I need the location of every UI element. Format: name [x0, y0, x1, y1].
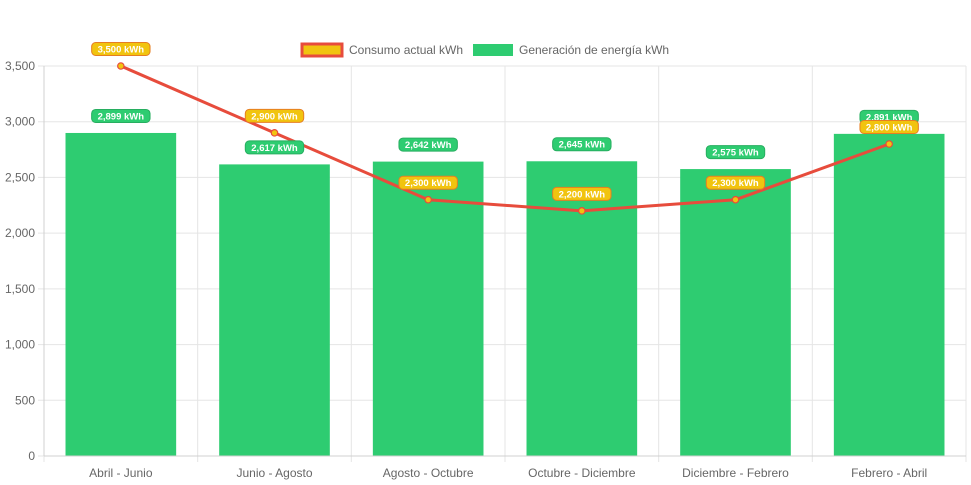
line-data-label-bg: [244, 108, 305, 123]
legend-swatch-generation: [473, 44, 513, 56]
bar: [833, 133, 945, 457]
bar: [219, 164, 330, 457]
x-tick-label: Junio - Agosto: [236, 466, 312, 480]
bar-data-label-bg: [244, 140, 305, 155]
line-data-label: 3,500 kWh: [98, 44, 145, 55]
bar: [680, 169, 791, 457]
bar-data-label: 2,575 kWh: [712, 147, 759, 158]
data-labels: 2,899 kWh 2,617 kWh 2,642 kWh 2,645 kWh 2,57…: [91, 42, 919, 201]
bar-data-label: 2,891 kWh: [866, 112, 913, 123]
y-tick-label: 1,000: [5, 338, 35, 352]
line-data-label: 2,900 kWh: [251, 111, 298, 122]
line-data-label: 2,800 kWh: [866, 122, 913, 133]
y-tick-label: 2,500: [5, 170, 35, 184]
line-point: [424, 195, 432, 204]
bar-data-label-bg: [91, 108, 151, 123]
legend-label-consumption: Consumo actual kWh: [349, 43, 463, 57]
y-tick-label: 1,500: [5, 282, 35, 296]
y-tick-label: 0: [28, 449, 35, 463]
line-point: [270, 129, 279, 137]
line-data-label-bg: [91, 42, 151, 56]
y-axis: 0 500 1,000 1,500 2,000 2,500 3,000 3,500: [5, 59, 45, 463]
y-tick-label: 3,000: [5, 115, 35, 129]
x-tick-label: Abril - Junio: [89, 466, 153, 480]
legend-label-generation: Generación de energía kWh: [519, 43, 669, 57]
x-tick-label: Agosto - Octubre: [383, 466, 474, 480]
legend: Consumo actual kWh Generación de energía …: [300, 42, 669, 58]
line-point: [578, 207, 586, 215]
bar-data-label-bg: [552, 137, 612, 152]
bar-series-generation: [65, 132, 945, 457]
line-point: [117, 62, 125, 70]
line-data-label-bg: [859, 120, 919, 134]
y-tick-label: 500: [15, 393, 35, 407]
bar-data-label-bg: [398, 137, 458, 152]
line-data-label: 2,200 kWh: [559, 189, 606, 200]
line-point: [731, 195, 740, 204]
line-data-label: 2,300 kWh: [405, 178, 452, 189]
bar-data-label: 2,617 kWh: [251, 143, 298, 154]
x-axis: Abril - Junio Junio - Agosto Agosto - Octu…: [44, 455, 966, 480]
x-tick-label: Febrero - Abril: [851, 466, 927, 480]
line-data-label-bg: [705, 175, 766, 190]
bar-data-label: 2,642 kWh: [405, 140, 452, 151]
y-tick-label: 2,000: [5, 226, 35, 240]
line-data-label-bg: [552, 186, 612, 201]
bar: [372, 161, 484, 456]
x-tick-label: Diciembre - Febrero: [682, 466, 789, 480]
bar: [65, 132, 177, 456]
bar: [526, 161, 638, 456]
legend-swatch-consumption: [300, 42, 344, 58]
line-point: [885, 140, 893, 148]
x-tick-label: Octubre - Diciembre: [528, 466, 636, 480]
y-tick-label: 3,500: [5, 59, 35, 73]
bar-data-label: 2,645 kWh: [559, 140, 606, 151]
bar-data-label: 2,899 kWh: [98, 111, 145, 122]
bar-data-label-bg: [705, 145, 766, 160]
grid-lines: [38, 65, 967, 462]
line-data-label-bg: [398, 175, 458, 190]
line-data-label: 2,300 kWh: [712, 178, 759, 189]
